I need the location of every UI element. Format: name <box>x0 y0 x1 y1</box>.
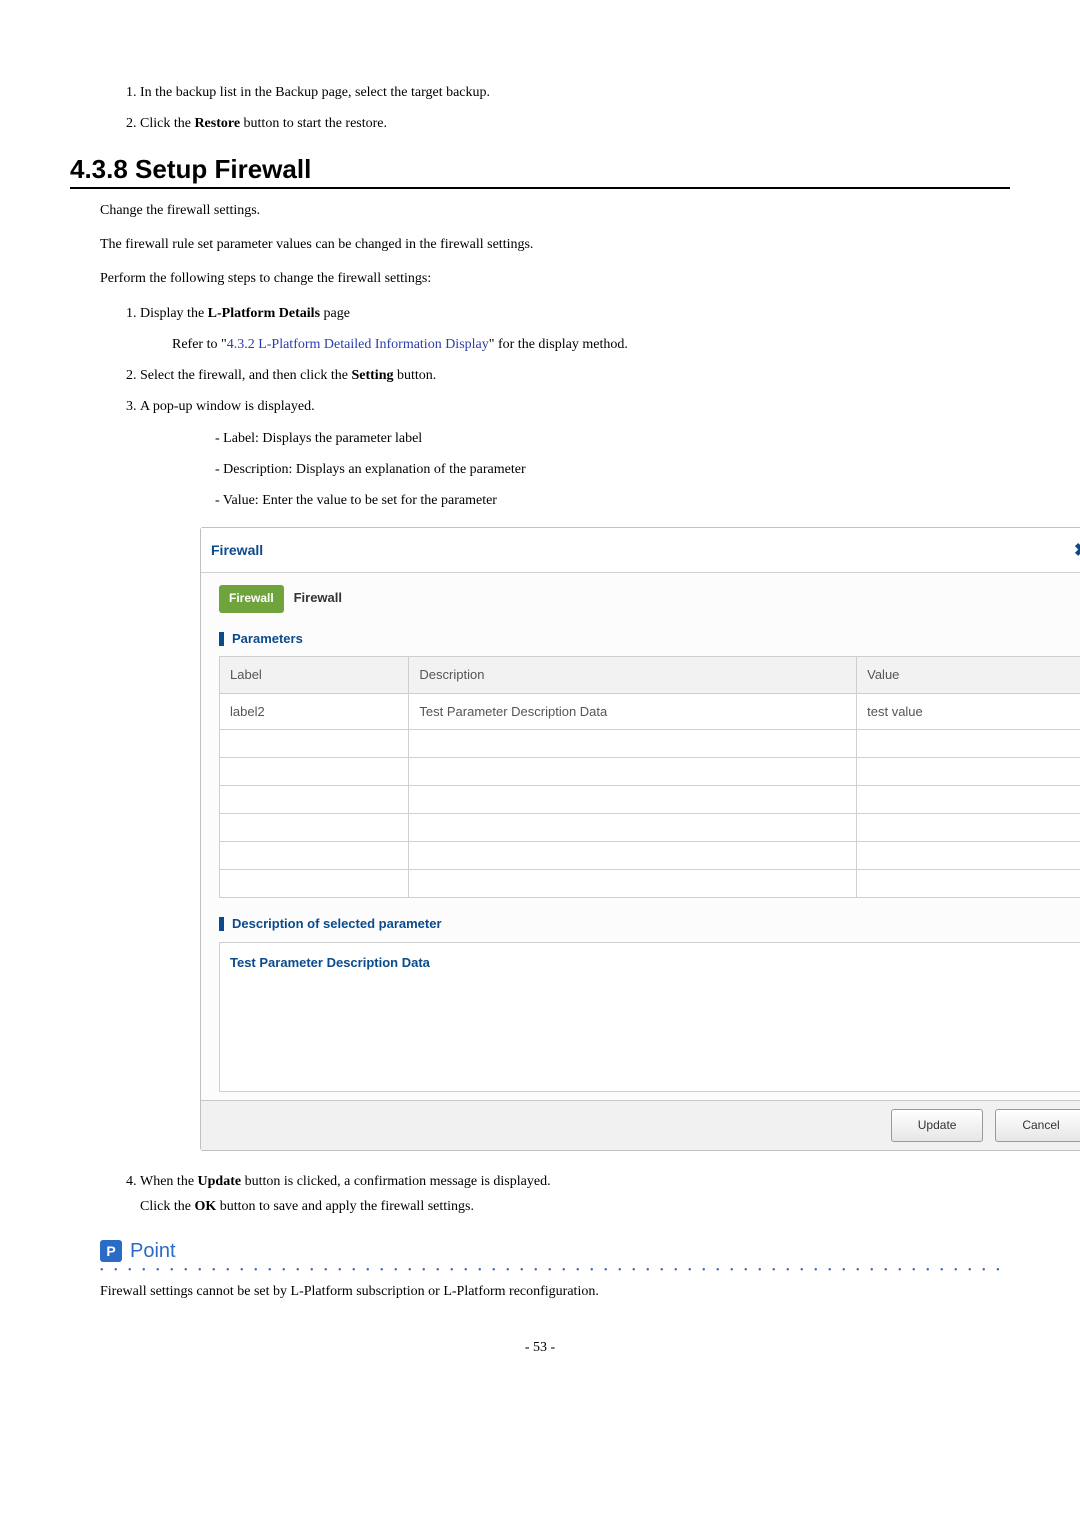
text: button. <box>393 368 436 383</box>
section-heading: 4.3.8 Setup Firewall <box>70 154 1010 189</box>
top-ordered-list: In the backup list in the Backup page, s… <box>70 80 1010 136</box>
col-value: Value <box>857 657 1080 693</box>
paragraph: The firewall rule set parameter values c… <box>100 233 1010 257</box>
paragraph: Perform the following steps to change th… <box>100 267 1010 291</box>
firewall-dialog: Firewall ✖ Firewall Firewall Parameters … <box>200 527 1080 1151</box>
list-item: When the Update button is clicked, a con… <box>140 1169 1010 1219</box>
table-row[interactable] <box>220 786 1080 814</box>
sub-paragraph: Refer to "4.3.2 L-Platform Detailed Info… <box>172 332 1010 357</box>
table-row[interactable] <box>220 842 1080 870</box>
dash-list: Label: Displays the parameter label Desc… <box>140 426 1010 514</box>
list-item: Label: Displays the parameter label <box>215 426 1010 451</box>
text: Click the <box>140 1199 194 1214</box>
paragraph: Change the firewall settings. <box>100 199 1010 223</box>
text: In the backup list in the Backup page, s… <box>140 85 490 100</box>
firewall-badge-text: Firewall <box>294 590 342 605</box>
badge-row: Firewall Firewall <box>219 585 1080 613</box>
text: Update <box>198 1174 242 1189</box>
col-desc: Description <box>409 657 857 693</box>
list-item: A pop-up window is displayed. Label: Dis… <box>140 394 1010 1151</box>
table-row[interactable] <box>220 758 1080 786</box>
text: " for the display method. <box>489 337 628 352</box>
link-lplatform-detail[interactable]: 4.3.2 L-Platform Detailed Information Di… <box>227 337 489 352</box>
text: Select the firewall, and then click the <box>140 368 351 383</box>
parameters-tbody: label2 Test Parameter Description Data t… <box>220 693 1080 897</box>
text: page <box>320 306 350 321</box>
list-item: Select the firewall, and then click the … <box>140 363 1010 388</box>
cell-desc: Test Parameter Description Data <box>409 693 857 729</box>
parameters-table: Label Description Value label2 Test Para… <box>219 656 1080 898</box>
table-row[interactable] <box>220 814 1080 842</box>
text: Display the <box>140 306 208 321</box>
text: When the <box>140 1174 198 1189</box>
section-description: Description of selected parameter <box>219 912 1080 935</box>
firewall-badge: Firewall <box>219 585 284 613</box>
col-label: Label <box>220 657 409 693</box>
page-number: - 53 - <box>70 1340 1010 1356</box>
text: Refer to " <box>172 337 227 352</box>
table-row[interactable] <box>220 730 1080 758</box>
point-block: P Point • • • • • • • • • • • • • • • • … <box>100 1240 1010 1300</box>
table-row[interactable] <box>220 870 1080 898</box>
dialog-titlebar: Firewall ✖ <box>201 528 1080 573</box>
dialog-footer: Update Cancel <box>201 1100 1080 1151</box>
text: button is clicked, a confirmation messag… <box>241 1174 550 1189</box>
description-box: Test Parameter Description Data <box>219 942 1080 1092</box>
section-parameters: Parameters <box>219 627 1080 650</box>
point-label: Point <box>130 1240 176 1263</box>
cancel-button[interactable]: Cancel <box>995 1109 1080 1143</box>
table-row[interactable]: label2 Test Parameter Description Data t… <box>220 693 1080 729</box>
text: L-Platform Details <box>208 306 320 321</box>
text: button to save and apply the firewall se… <box>216 1199 474 1214</box>
list-item: Display the L-Platform Details page Refe… <box>140 301 1010 357</box>
dialog-title: Firewall <box>211 538 263 563</box>
text: Setting <box>351 368 393 383</box>
point-paragraph: Firewall settings cannot be set by L-Pla… <box>100 1284 1010 1300</box>
dialog-body: Firewall Firewall Parameters Label Descr… <box>201 573 1080 1099</box>
list-item: Value: Enter the value to be set for the… <box>215 488 1010 513</box>
list-item: Description: Displays an explanation of … <box>215 457 1010 482</box>
point-icon: P <box>100 1240 122 1262</box>
list-item: In the backup list in the Backup page, s… <box>140 80 1010 105</box>
text: OK <box>194 1199 216 1214</box>
close-icon[interactable]: ✖ <box>1074 534 1080 566</box>
steps-list: Display the L-Platform Details page Refe… <box>70 301 1010 1220</box>
list-item: Click the Restore button to start the re… <box>140 111 1010 136</box>
dots-divider: • • • • • • • • • • • • • • • • • • • • … <box>100 1265 1010 1276</box>
cell-value: test value <box>857 693 1080 729</box>
text: A pop-up window is displayed. <box>140 399 315 414</box>
update-button[interactable]: Update <box>891 1109 983 1143</box>
cell-label: label2 <box>220 693 409 729</box>
